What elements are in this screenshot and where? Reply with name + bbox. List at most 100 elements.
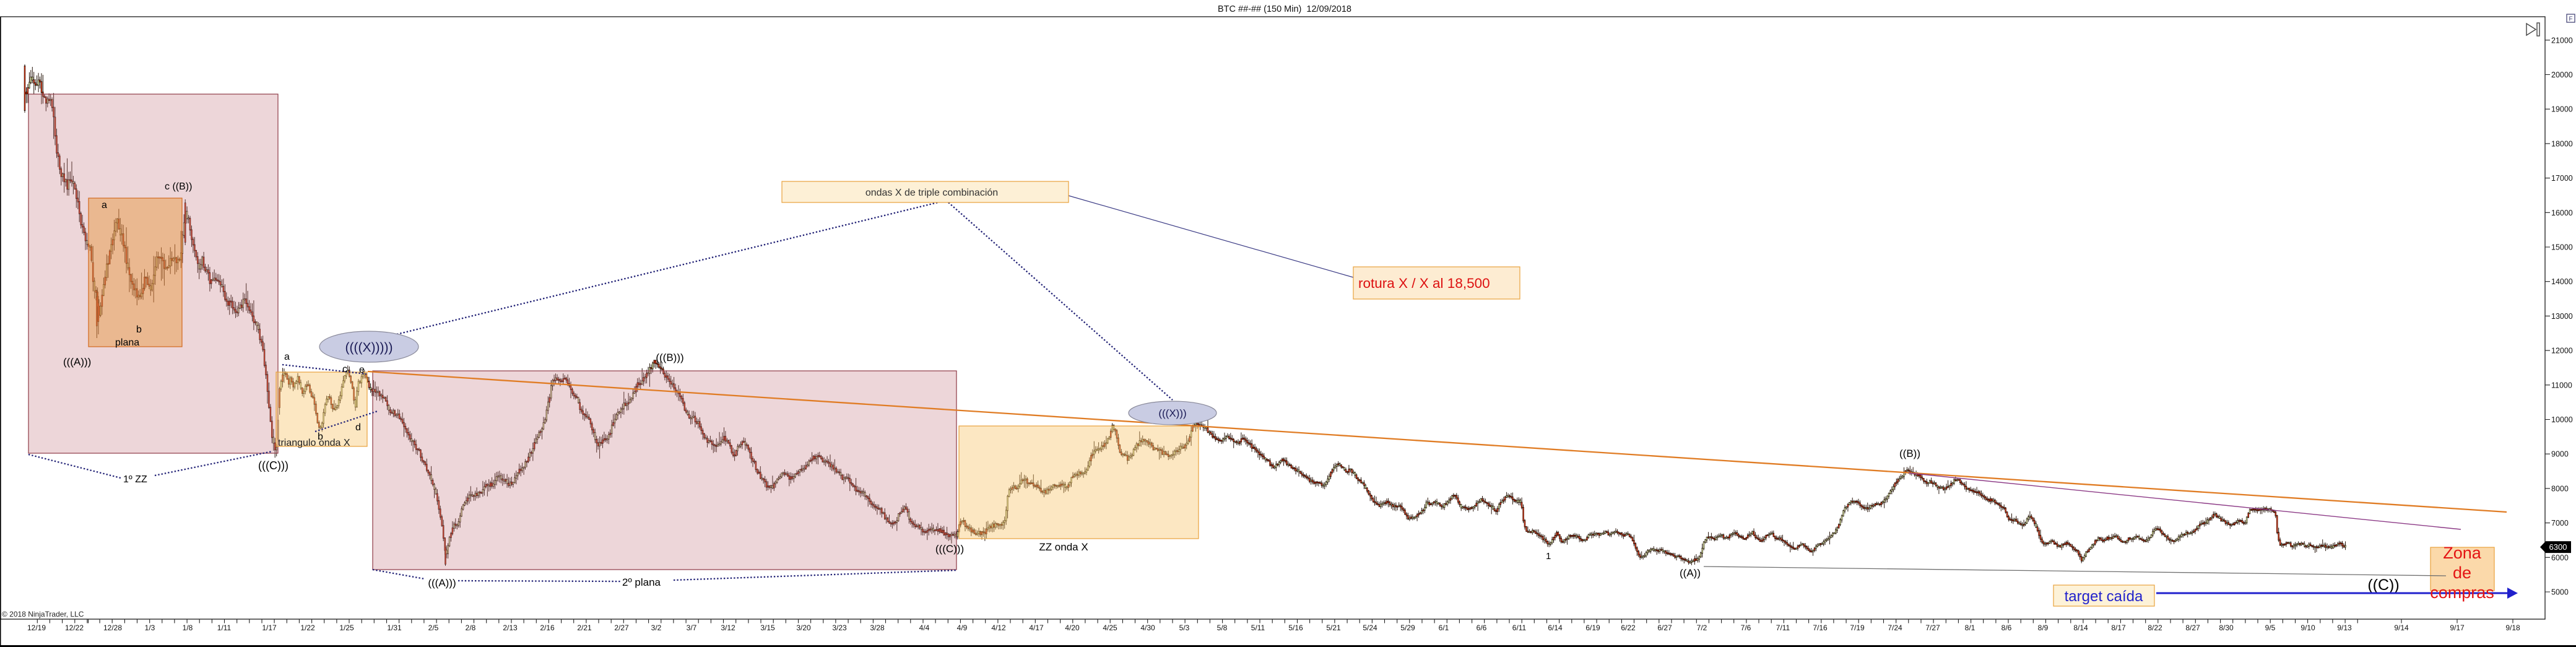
svg-text:8/27: 8/27 (2185, 623, 2200, 632)
svg-text:((((X))))): ((((X))))) (345, 341, 393, 355)
svg-text:8/30: 8/30 (2219, 623, 2234, 632)
svg-text:(((C))): (((C))) (258, 459, 288, 472)
svg-text:3/15: 3/15 (760, 623, 775, 632)
svg-text:8/6: 8/6 (2001, 623, 2012, 632)
svg-text:2/5: 2/5 (428, 623, 439, 632)
svg-text:5/16: 5/16 (1288, 623, 1303, 632)
svg-text:3/2: 3/2 (651, 623, 662, 632)
svg-text:6/19: 6/19 (1585, 623, 1600, 632)
svg-text:4/12: 4/12 (991, 623, 1006, 632)
svg-text:1/17: 1/17 (262, 623, 277, 632)
svg-text:ZZ onda X: ZZ onda X (1039, 541, 1088, 553)
svg-text:19000: 19000 (2551, 105, 2573, 114)
svg-text:c: c (342, 364, 347, 375)
svg-text:12/22: 12/22 (65, 623, 84, 632)
svg-text:8/14: 8/14 (2073, 623, 2088, 632)
svg-text:1/8: 1/8 (183, 623, 193, 632)
svg-text:8/9: 8/9 (2038, 623, 2049, 632)
svg-text:6000: 6000 (2551, 554, 2569, 562)
svg-text:3/12: 3/12 (721, 623, 735, 632)
svg-text:9/13: 9/13 (2337, 623, 2352, 632)
svg-text:14000: 14000 (2551, 277, 2573, 286)
svg-text:6/27: 6/27 (1657, 623, 1672, 632)
svg-text:16000: 16000 (2551, 209, 2573, 217)
svg-text:(((X))): (((X))) (1158, 407, 1186, 419)
svg-text:5/24: 5/24 (1363, 623, 1377, 632)
svg-text:7000: 7000 (2551, 519, 2569, 528)
svg-text:11000: 11000 (2551, 381, 2572, 389)
svg-text:4/30: 4/30 (1140, 623, 1155, 632)
svg-text:5/21: 5/21 (1326, 623, 1341, 632)
svg-text:1/3: 1/3 (145, 623, 155, 632)
svg-text:12/19: 12/19 (27, 623, 46, 632)
svg-text:5/29: 5/29 (1400, 623, 1415, 632)
svg-text:rotura X / X al 18,500: rotura X / X al 18,500 (1358, 276, 1490, 291)
svg-text:((C)): ((C)) (2367, 576, 2399, 594)
svg-text:18000: 18000 (2551, 139, 2573, 148)
svg-text:6/6: 6/6 (1477, 623, 1487, 632)
svg-text:e: e (359, 365, 365, 375)
svg-text:((B)): ((B)) (1899, 448, 1920, 459)
svg-text:5000: 5000 (2551, 588, 2569, 597)
svg-text:4/25: 4/25 (1103, 623, 1117, 632)
svg-text:2/8: 2/8 (466, 623, 476, 632)
svg-text:9000: 9000 (2551, 450, 2569, 459)
svg-text:1/25: 1/25 (339, 623, 354, 632)
svg-text:4/4: 4/4 (919, 623, 930, 632)
svg-text:6/22: 6/22 (1621, 623, 1636, 632)
svg-text:© 2018 NinjaTrader, LLC: © 2018 NinjaTrader, LLC (2, 610, 84, 619)
svg-text:2/27: 2/27 (614, 623, 629, 632)
svg-text:9/14: 9/14 (2394, 623, 2409, 632)
svg-text:2/13: 2/13 (503, 623, 518, 632)
svg-text:plana: plana (115, 337, 139, 348)
svg-text:13000: 13000 (2551, 312, 2573, 321)
svg-text:3/23: 3/23 (832, 623, 847, 632)
svg-text:7/6: 7/6 (1741, 623, 1751, 632)
svg-text:7/27: 7/27 (1925, 623, 1940, 632)
svg-text:6300: 6300 (2549, 542, 2567, 552)
svg-text:17000: 17000 (2551, 174, 2573, 183)
svg-text:4/17: 4/17 (1029, 623, 1044, 632)
svg-text:1º ZZ: 1º ZZ (123, 474, 147, 485)
svg-text:1/22: 1/22 (300, 623, 315, 632)
svg-text:d: d (355, 422, 361, 433)
svg-text:BTC ##-## (150 Min) 12/09/201: BTC ##-## (150 Min) 12/09/2018 (1218, 4, 1351, 14)
svg-text:target caída: target caída (2065, 588, 2143, 605)
svg-text:3/7: 3/7 (687, 623, 697, 632)
svg-text:5/11: 5/11 (1251, 623, 1265, 632)
svg-text:9/10: 9/10 (2301, 623, 2315, 632)
svg-text:7/2: 7/2 (1697, 623, 1707, 632)
svg-text:5/8: 5/8 (1217, 623, 1228, 632)
svg-text:7/24: 7/24 (1888, 623, 1902, 632)
svg-text:compras: compras (2430, 583, 2494, 602)
svg-text:2/16: 2/16 (540, 623, 555, 632)
svg-text:10000: 10000 (2551, 415, 2573, 424)
svg-text:8000: 8000 (2551, 484, 2569, 493)
svg-text:12000: 12000 (2551, 347, 2573, 355)
svg-text:6/14: 6/14 (1548, 623, 1563, 632)
svg-text:12/28: 12/28 (103, 623, 122, 632)
svg-text:1/11: 1/11 (217, 623, 232, 632)
svg-text:9/5: 9/5 (2265, 623, 2276, 632)
svg-text:9/17: 9/17 (2450, 623, 2465, 632)
svg-text:ondas X de triple combinación: ondas X de triple combinación (865, 188, 998, 198)
svg-text:5/3: 5/3 (1179, 623, 1190, 632)
svg-text:a: a (284, 352, 290, 362)
svg-text:triangulo onda X: triangulo onda X (278, 438, 350, 448)
svg-text:7/11: 7/11 (1776, 623, 1790, 632)
svg-text:15000: 15000 (2551, 243, 2573, 252)
svg-text:a: a (102, 200, 107, 211)
svg-text:1: 1 (1546, 551, 1551, 562)
svg-text:c ((B)): c ((B)) (165, 181, 192, 192)
svg-text:Zona: Zona (2443, 544, 2482, 562)
svg-text:6/1: 6/1 (1439, 623, 1449, 632)
svg-text:b: b (136, 324, 142, 335)
svg-text:7/16: 7/16 (1813, 623, 1828, 632)
svg-text:(((A))): (((A))) (428, 577, 456, 589)
svg-text:(((C))): (((C))) (935, 543, 964, 555)
svg-text:20000: 20000 (2551, 71, 2573, 79)
svg-text:7/19: 7/19 (1850, 623, 1865, 632)
svg-text:8/22: 8/22 (2148, 623, 2162, 632)
svg-text:(((B))): (((B))) (656, 352, 683, 363)
svg-text:(((A))): (((A))) (63, 356, 91, 368)
